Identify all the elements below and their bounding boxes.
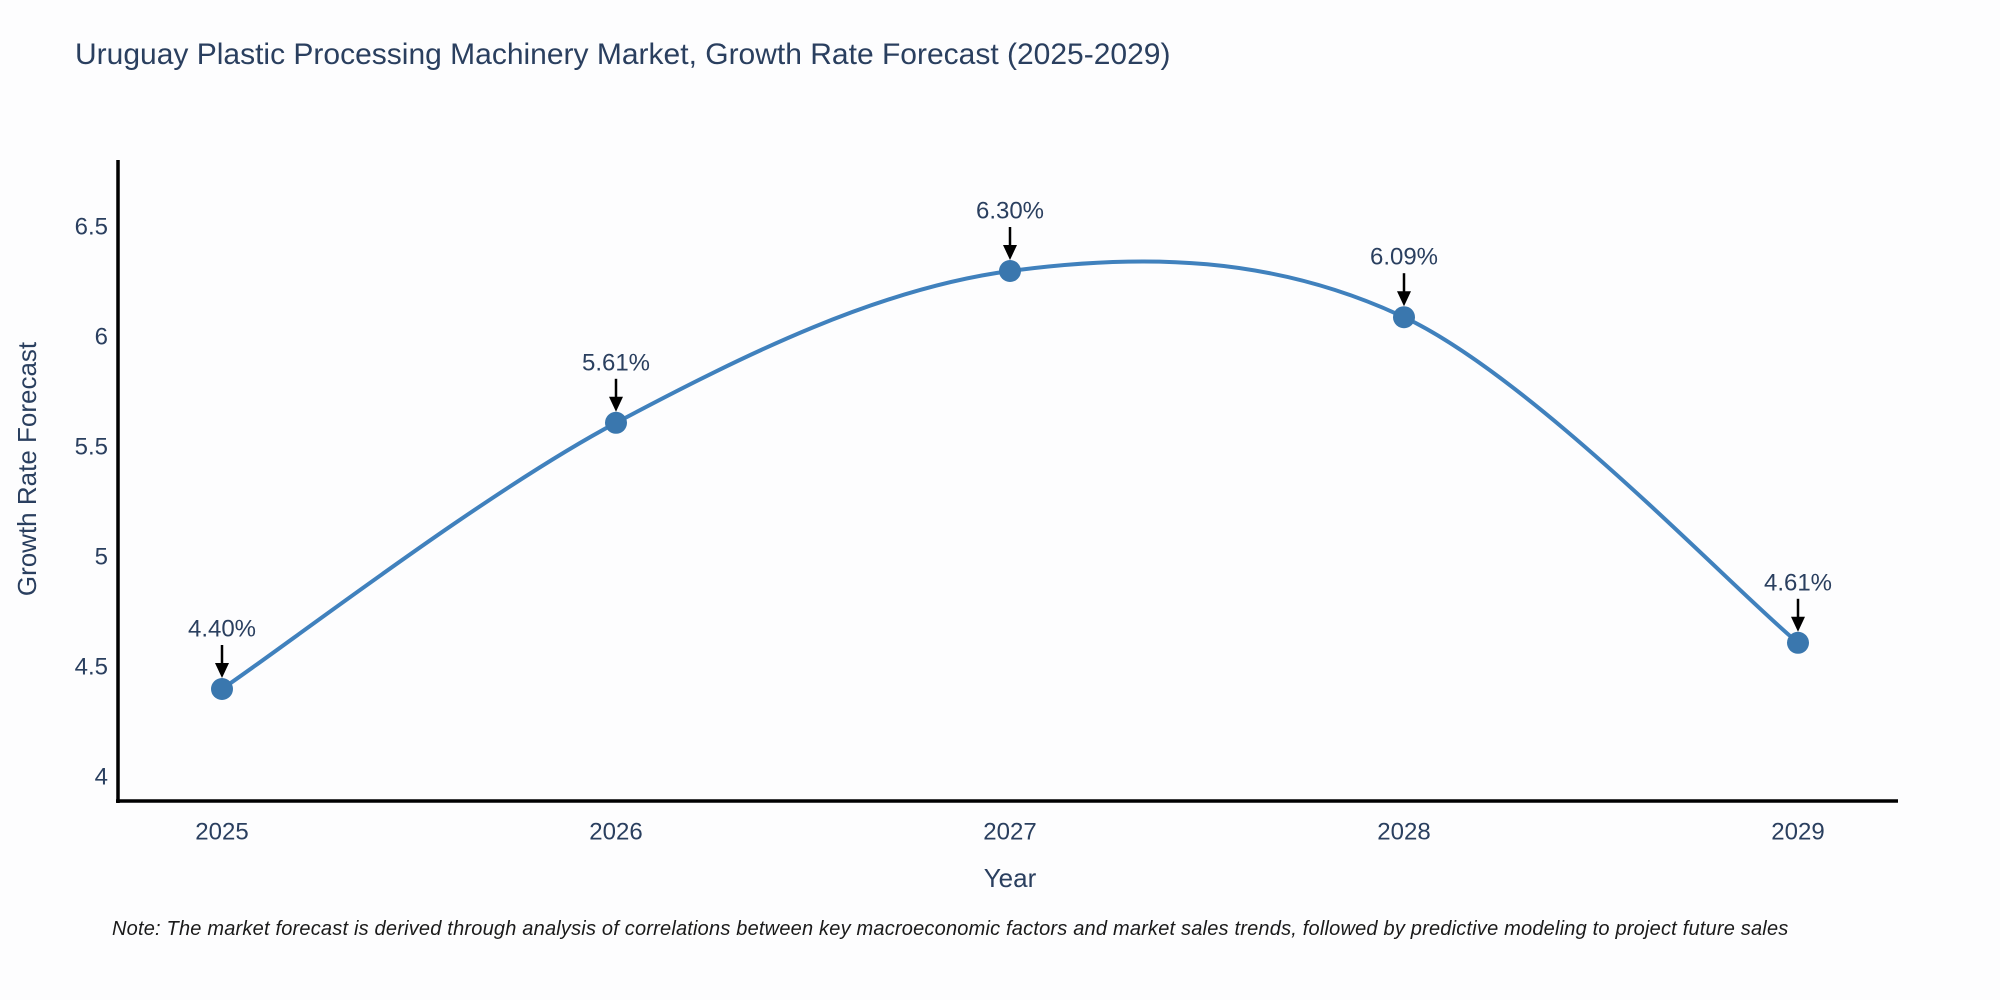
point-value-label: 4.40% [188, 616, 256, 643]
y-tick-label: 5 [95, 544, 108, 571]
data-point-marker [999, 260, 1021, 282]
footnote: Note: The market forecast is derived thr… [112, 918, 1789, 940]
data-point-marker [211, 678, 233, 700]
y-axis-title: Growth Rate Forecast [12, 341, 42, 596]
x-tick-label: 2025 [195, 819, 248, 846]
point-value-label: 6.09% [1370, 244, 1438, 271]
annotation-arrowhead-icon [1397, 291, 1411, 307]
x-tick-label: 2028 [1377, 819, 1430, 846]
forecast-line [220, 259, 1800, 691]
data-point-marker [1787, 631, 1809, 654]
point-value-label: 6.30% [976, 198, 1044, 225]
annotation-arrowhead-icon [1791, 616, 1805, 632]
chart-title: Uruguay Plastic Processing Machinery Mar… [75, 38, 1171, 71]
x-tick-label: 2027 [983, 819, 1036, 846]
x-tick-label: 2026 [589, 819, 642, 846]
y-tick-label: 4.5 [75, 654, 108, 681]
point-value-label: 4.61% [1764, 569, 1832, 596]
point-value-label: 5.61% [582, 349, 650, 376]
x-axis-title: Year [984, 863, 1037, 893]
y-tick-label: 4 [95, 764, 108, 791]
data-point-marker [1393, 306, 1415, 329]
y-tick-label: 6.5 [75, 214, 108, 241]
x-tick-label: 2029 [1771, 819, 1824, 846]
y-tick-label: 5.5 [75, 434, 108, 461]
y-tick-label: 6 [95, 324, 108, 351]
data-point-marker [605, 411, 627, 434]
annotation-arrowhead-icon [1003, 245, 1017, 260]
annotation-arrowhead-icon [609, 396, 623, 412]
annotation-arrowhead-icon [215, 663, 229, 678]
